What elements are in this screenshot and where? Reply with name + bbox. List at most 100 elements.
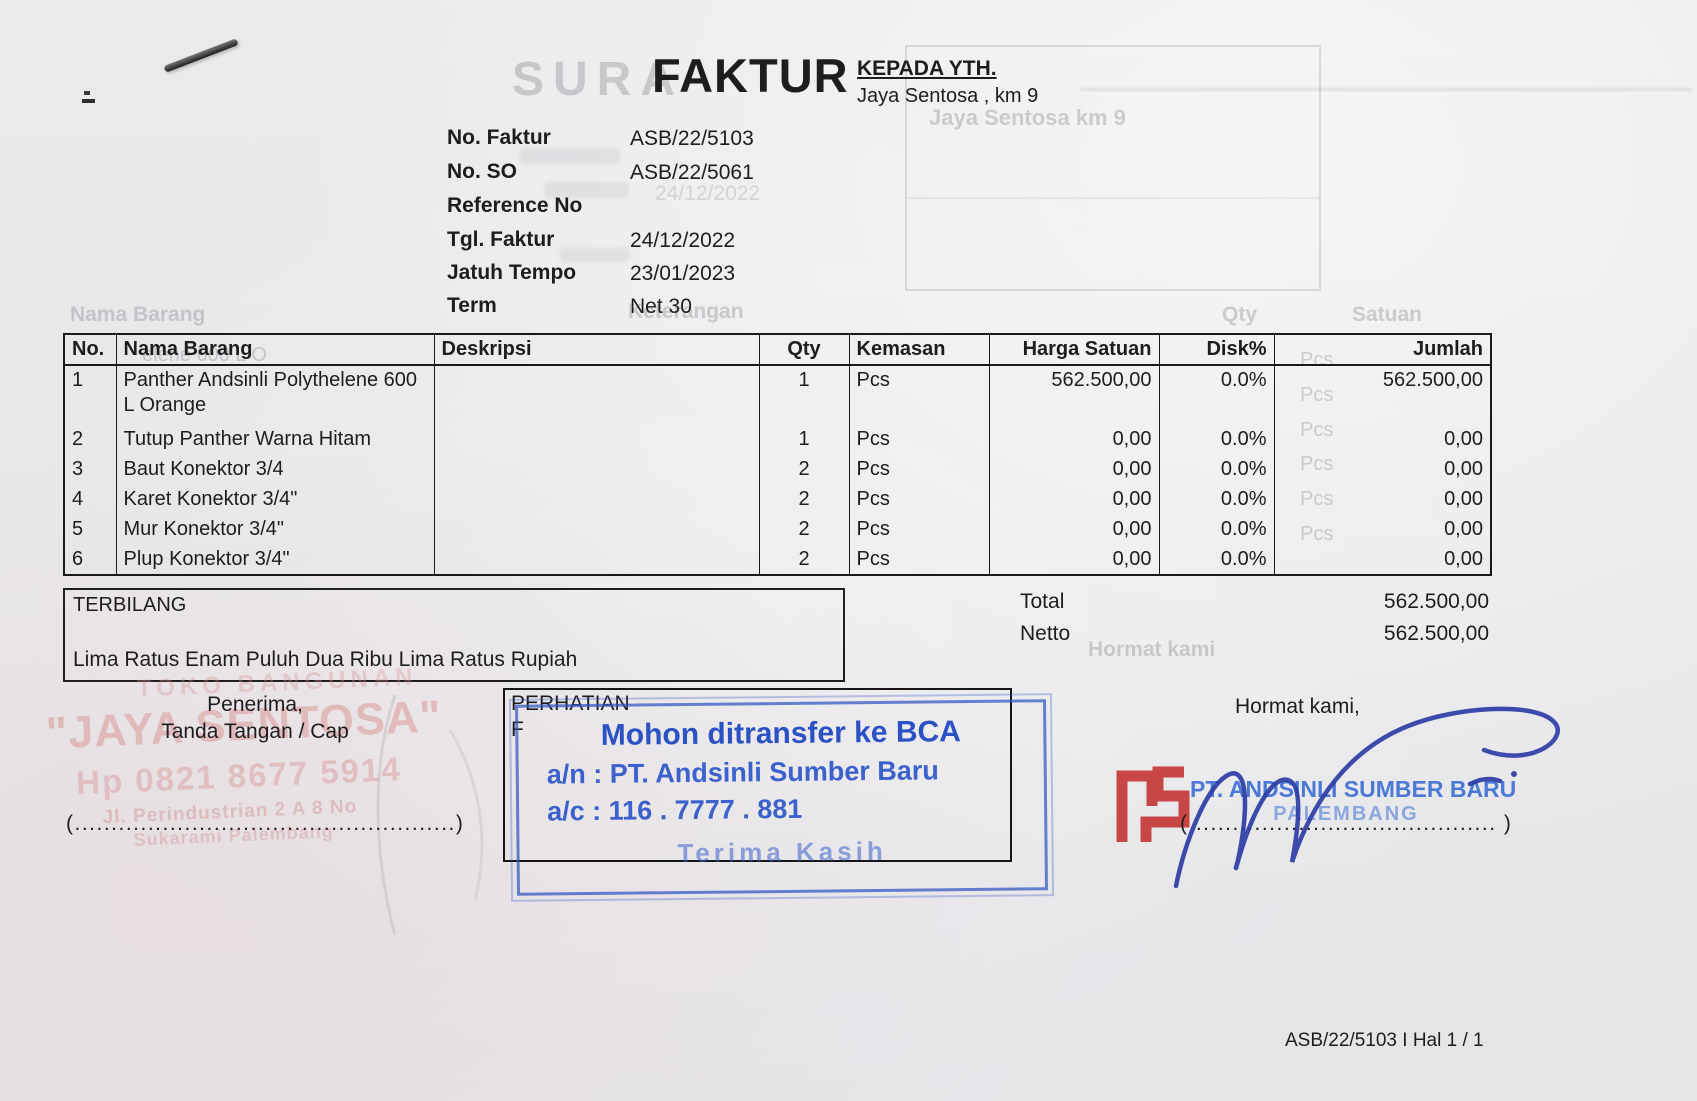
bleedthrough-title: SURA bbox=[512, 53, 685, 106]
cell-kemasan: Pcs bbox=[848, 425, 990, 455]
col-header-qty: Qty bbox=[758, 333, 850, 366]
bleedthrough-date: 24/12/2022 bbox=[655, 182, 761, 205]
cell-deskripsi bbox=[433, 455, 760, 485]
meta-label-no-so: No. SO bbox=[447, 160, 518, 183]
items-table: No. Nama Barang Deskripsi Qty Kemasan Ha… bbox=[63, 333, 1492, 576]
bleedthrough-recipient: Jaya Sentosa km 9 bbox=[929, 105, 1126, 130]
recipient-name: Jaya Sentosa , km 9 bbox=[857, 85, 1039, 107]
meta-label-jatuh-tempo: Jatuh Tempo bbox=[447, 261, 577, 284]
cell-nama: Mur Konektor 3/4" bbox=[115, 515, 435, 545]
col-header-kemasan: Kemasan bbox=[848, 333, 990, 366]
pen-mark bbox=[84, 91, 90, 95]
bleedthrough-smudge bbox=[560, 248, 630, 262]
cell-qty: 2 bbox=[758, 485, 850, 515]
cell-nama: Baut Konektor 3/4 bbox=[115, 455, 435, 485]
cell-no: 1 bbox=[63, 365, 117, 425]
cell-kemasan: Pcs bbox=[848, 485, 990, 515]
col-header-jumlah: Jumlah bbox=[1273, 333, 1492, 366]
cell-harga: 0,00 bbox=[988, 515, 1160, 545]
meta-value-jatuh-tempo: 23/01/2023 bbox=[630, 262, 736, 285]
meta-label-term: Term bbox=[447, 294, 497, 317]
terbilang-text: Lima Ratus Enam Puluh Dua Ribu Lima Ratu… bbox=[73, 648, 578, 671]
bleedthrough-header-nama: Nama Barang bbox=[70, 303, 206, 326]
cell-disk: 0.0% bbox=[1158, 365, 1275, 425]
table-row: 5 Mur Konektor 3/4" 2 Pcs 0,00 0.0% 0,00 bbox=[63, 515, 1492, 545]
penerima-sublabel: Tanda Tangan / Cap bbox=[161, 720, 349, 743]
perhatian-label: PERHATIAN bbox=[511, 692, 630, 715]
cell-no: 6 bbox=[63, 545, 117, 575]
netto-label: Netto bbox=[1020, 622, 1071, 645]
cell-harga: 0,00 bbox=[988, 545, 1160, 575]
recipient-label: KEPADA YTH. bbox=[857, 57, 997, 80]
signature bbox=[1173, 706, 1560, 889]
meta-value-no-faktur: ASB/22/5103 bbox=[630, 127, 754, 150]
crease-line bbox=[1080, 88, 1692, 91]
terbilang-label: TERBILANG bbox=[73, 594, 187, 616]
cell-deskripsi bbox=[433, 515, 760, 545]
cell-kemasan: Pcs bbox=[848, 455, 990, 485]
bleedthrough-recipient-box: Jaya Sentosa km 9 bbox=[905, 45, 1321, 291]
pen-mark bbox=[82, 99, 95, 103]
items-header-row: No. Nama Barang Deskripsi Qty Kemasan Ha… bbox=[63, 333, 1492, 366]
cell-qty: 2 bbox=[758, 545, 850, 575]
terbilang-box: TERBILANG Lima Ratus Enam Puluh Dua Ribu… bbox=[63, 588, 845, 682]
col-header-harga-satuan: Harga Satuan bbox=[988, 333, 1160, 366]
perhatian-box: PERHATIAN F bbox=[503, 688, 1012, 862]
meta-label-reference-no: Reference No bbox=[447, 194, 583, 217]
bank-stamp-account-number: a/c : 116 . 7777 . 881 bbox=[546, 793, 803, 827]
bleedthrough-header-satuan: Satuan bbox=[1352, 303, 1423, 326]
penerima-signature-line: (.......................................… bbox=[66, 812, 465, 835]
total-label: Total bbox=[1020, 590, 1065, 613]
hormat-kami-label: Hormat kami, bbox=[1235, 695, 1360, 718]
cell-harga: 562.500,00 bbox=[988, 365, 1160, 425]
cell-no: 3 bbox=[63, 455, 117, 485]
cell-disk: 0.0% bbox=[1158, 455, 1275, 485]
cell-jumlah: 0,00 bbox=[1273, 485, 1492, 515]
cell-disk: 0.0% bbox=[1158, 425, 1275, 455]
bleedthrough-smudge bbox=[545, 182, 629, 198]
bleedthrough-header-qty: Qty bbox=[1222, 303, 1258, 326]
meta-label-tgl-faktur: Tgl. Faktur bbox=[447, 228, 555, 251]
staple bbox=[163, 38, 239, 73]
bank-stamp-account-name: a/n : PT. Andsinli Sumber Baru bbox=[546, 755, 939, 790]
footer-page-info: ASB/22/5103 I Hal 1 / 1 bbox=[1285, 1030, 1484, 1051]
cell-deskripsi bbox=[433, 365, 760, 425]
col-header-deskripsi: Deskripsi bbox=[433, 333, 760, 366]
penerima-label: Penerima, bbox=[207, 693, 303, 716]
meta-value-no-so: ASB/22/5061 bbox=[630, 161, 754, 184]
cell-disk: 0.0% bbox=[1158, 515, 1275, 545]
netto-value: 562.500,00 bbox=[1383, 622, 1489, 645]
cell-kemasan: Pcs bbox=[848, 545, 990, 575]
cell-disk: 0.0% bbox=[1158, 485, 1275, 515]
cell-disk: 0.0% bbox=[1158, 545, 1275, 575]
table-row: 1 Panther Andsinli Polythelene 600 L Ora… bbox=[63, 365, 1492, 425]
col-header-nama-barang: Nama Barang bbox=[115, 333, 435, 366]
cell-no: 5 bbox=[63, 515, 117, 545]
cell-qty: 1 bbox=[758, 425, 850, 455]
cell-deskripsi bbox=[433, 485, 760, 515]
cell-jumlah: 562.500,00 bbox=[1273, 365, 1492, 425]
bleedthrough-header-keterangan: Keterangan bbox=[628, 300, 744, 323]
bank-transfer-stamp: Mohon ditransfer ke BCA a/n : PT. Andsin… bbox=[508, 693, 1055, 902]
cell-harga: 0,00 bbox=[988, 485, 1160, 515]
cell-jumlah: 0,00 bbox=[1273, 425, 1492, 455]
table-row: 3 Baut Konektor 3/4 2 Pcs 0,00 0.0% 0,00 bbox=[63, 455, 1492, 485]
document-title: FAKTUR bbox=[652, 49, 849, 102]
table-row: 4 Karet Konektor 3/4" 2 Pcs 0,00 0.0% 0,… bbox=[63, 485, 1492, 515]
bleedthrough-hormat: Hormat kami bbox=[1088, 638, 1216, 661]
bleedthrough-smudge bbox=[520, 148, 620, 164]
cell-no: 2 bbox=[63, 425, 117, 455]
cell-nama: Tutup Panther Warna Hitam bbox=[115, 425, 435, 455]
meta-label-no-faktur: No. Faktur bbox=[447, 126, 551, 149]
perhatian-obscured-text: F bbox=[511, 718, 524, 741]
total-value: 562.500,00 bbox=[1383, 590, 1489, 613]
company-logo-stamp bbox=[1116, 766, 1190, 842]
cell-harga: 0,00 bbox=[988, 455, 1160, 485]
cell-jumlah: 0,00 bbox=[1273, 515, 1492, 545]
bleedthrough-handwriting bbox=[376, 694, 484, 936]
cell-nama: Panther Andsinli Polythelene 600 L Orang… bbox=[115, 365, 435, 425]
cell-jumlah: 0,00 bbox=[1273, 455, 1492, 485]
bank-stamp-thanks: Terima Kasih bbox=[677, 835, 887, 869]
cell-nama: Karet Konektor 3/4" bbox=[115, 485, 435, 515]
